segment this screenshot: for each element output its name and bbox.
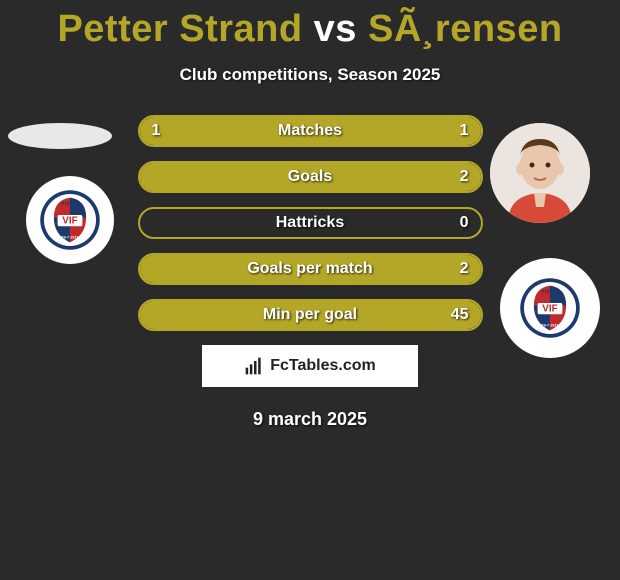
date-text: 9 march 2025 [0,409,620,430]
svg-text:29·7·1913: 29·7·1913 [542,324,559,328]
svg-text:VIF: VIF [62,216,77,227]
stat-label: Goals per match [140,260,481,278]
svg-text:29·7·1913: 29·7·1913 [62,236,79,240]
stat-row: Goals per match2 [138,253,483,285]
svg-text:STIFTET: STIFTET [541,289,559,294]
stat-row: Hattricks0 [138,207,483,239]
stat-right-value: 0 [460,214,469,232]
player1-club-badge: VIF STIFTET 29·7·1913 [26,176,114,264]
stat-right-value: 45 [451,306,469,324]
stat-right-value: 2 [460,260,469,278]
subtitle: Club competitions, Season 2025 [0,65,620,85]
watermark-text: FcTables.com [270,357,376,375]
chart-icon [244,356,264,376]
player2-avatar [490,123,590,223]
stat-right-value: 2 [460,168,469,186]
stat-row: Min per goal45 [138,299,483,331]
svg-text:STIFTET: STIFTET [61,201,79,206]
player1-avatar [8,123,112,149]
stat-row: 1Matches1 [138,115,483,147]
player2-name: SÃ¸rensen [368,8,563,50]
player2-club-badge: VIF STIFTET 29·7·1913 [500,258,600,358]
svg-text:VIF: VIF [542,304,557,315]
vif-badge-icon: VIF STIFTET 29·7·1913 [519,277,581,339]
watermark: FcTables.com [202,345,418,387]
vs-text: vs [314,8,357,50]
stats-container: 1Matches1Goals2Hattricks0Goals per match… [138,115,483,331]
stat-label: Matches [140,122,481,140]
vif-badge-icon: VIF STIFTET 29·7·1913 [39,189,101,251]
stat-label: Hattricks [140,214,481,232]
stat-row: Goals2 [138,161,483,193]
comparison-title: Petter Strand vs SÃ¸rensen [0,0,620,51]
stat-label: Min per goal [140,306,481,324]
player1-name: Petter Strand [57,8,302,50]
stat-label: Goals [140,168,481,186]
player2-portrait-icon [490,123,590,223]
stat-right-value: 1 [460,122,469,140]
